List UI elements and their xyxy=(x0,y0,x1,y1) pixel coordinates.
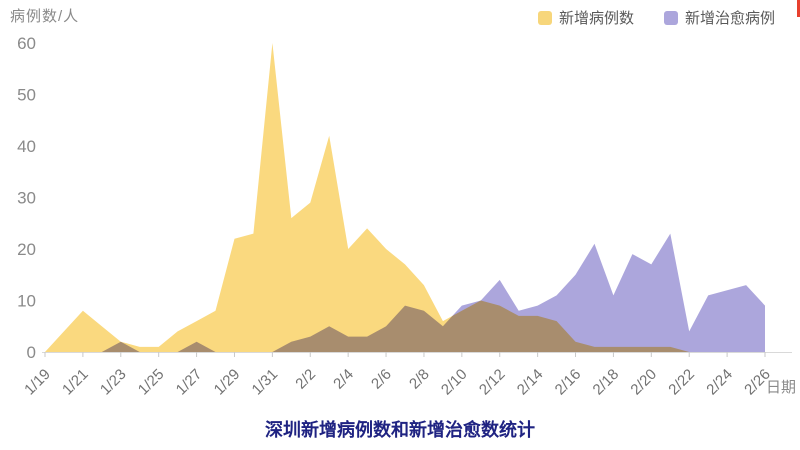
y-tick-label: 30 xyxy=(17,189,36,208)
x-axis-tick-labels: 1/19 1/21 1/23 1/25 1/27 1/29 1/31 2/2 2/4 2/6 2/8… xyxy=(21,366,774,399)
x-tick-label: 1/31 xyxy=(249,366,282,399)
x-tick-label: 2/22 xyxy=(665,366,698,399)
x-tick-label: 2/2 xyxy=(292,366,319,393)
area-series-1 xyxy=(45,233,765,352)
corner-marker xyxy=(797,0,800,17)
y-tick-label: 40 xyxy=(17,137,36,156)
y-axis-unit-label: 病例数/人 xyxy=(10,8,80,25)
new-cured-swatch-icon xyxy=(664,10,679,25)
x-tick-label: 2/4 xyxy=(330,366,357,393)
x-tick-label: 1/27 xyxy=(173,366,206,399)
y-tick-label: 20 xyxy=(17,240,36,259)
x-tick-label: 2/10 xyxy=(438,366,471,399)
area-series-0 xyxy=(45,43,765,352)
y-tick-label: 60 xyxy=(17,34,36,53)
new-cases-swatch-icon xyxy=(538,10,552,25)
y-axis-tick-labels: 0 10 20 30 40 50 60 xyxy=(17,34,36,362)
y-tick-label: 50 xyxy=(17,86,36,105)
x-tick-label: 1/21 xyxy=(59,366,92,399)
y-tick-label: 0 xyxy=(27,343,36,362)
x-tick-label: 2/14 xyxy=(514,366,547,399)
x-axis xyxy=(42,352,792,357)
legend: 新增病例数 新增治愈病例 xyxy=(538,7,775,28)
x-tick-label: 1/23 xyxy=(97,366,130,399)
chart-title: 深圳新增病例数和新增治愈数统计 xyxy=(265,420,535,440)
x-tick-label: 2/8 xyxy=(406,366,433,393)
x-tick-label: 2/6 xyxy=(368,366,395,393)
x-tick-label: 1/29 xyxy=(211,366,244,399)
x-tick-label: 2/12 xyxy=(476,366,509,399)
x-tick-label: 1/19 xyxy=(21,366,54,399)
x-tick-label: 2/24 xyxy=(703,366,736,399)
x-axis-unit-label: 日期 xyxy=(766,379,796,396)
chart-areas xyxy=(45,43,765,352)
legend-item-new-cases[interactable]: 新增病例数 xyxy=(538,7,634,28)
legend-item-new-cured[interactable]: 新增治愈病例 xyxy=(664,7,775,28)
legend-label-new-cases: 新增病例数 xyxy=(559,10,635,27)
x-tick-label: 2/20 xyxy=(627,366,660,399)
y-tick-label: 10 xyxy=(17,292,36,311)
x-tick-label: 2/16 xyxy=(552,366,585,399)
x-tick-label: 1/25 xyxy=(135,366,168,399)
legend-label-new-cured: 新增治愈病例 xyxy=(685,10,776,27)
x-tick-label: 2/18 xyxy=(590,366,623,399)
